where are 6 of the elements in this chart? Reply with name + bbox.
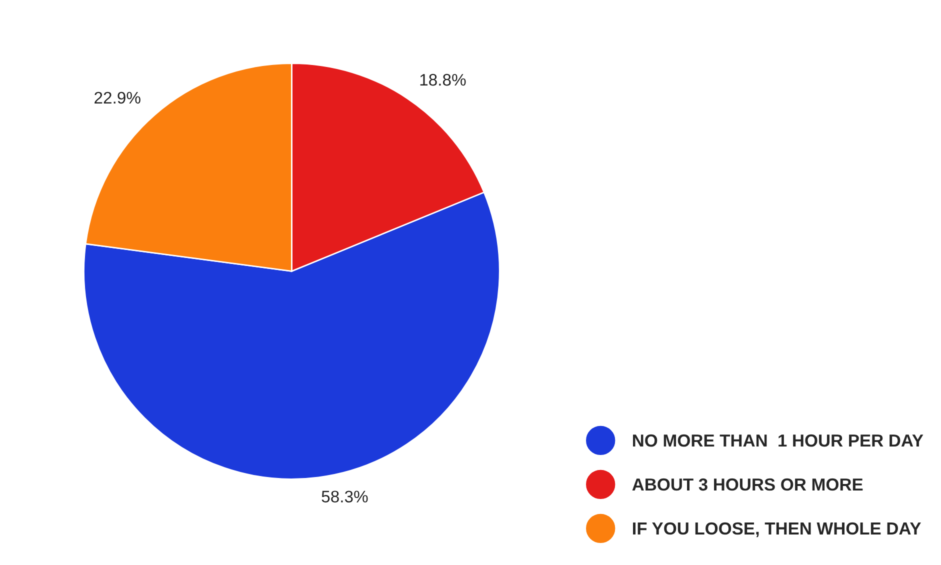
- legend-label: IF YOU LOOSE, THEN WHOLE DAY: [633, 522, 921, 538]
- data-label: 22.9%: [94, 92, 140, 104]
- data-label: 58.3%: [322, 490, 368, 502]
- data-label: 18.8%: [420, 74, 466, 86]
- legend-label: ABOUT 3 HOURS OR MORE: [632, 478, 863, 491]
- legend-label: NO MORE THAN 1 HOUR PER DAY: [633, 434, 924, 447]
